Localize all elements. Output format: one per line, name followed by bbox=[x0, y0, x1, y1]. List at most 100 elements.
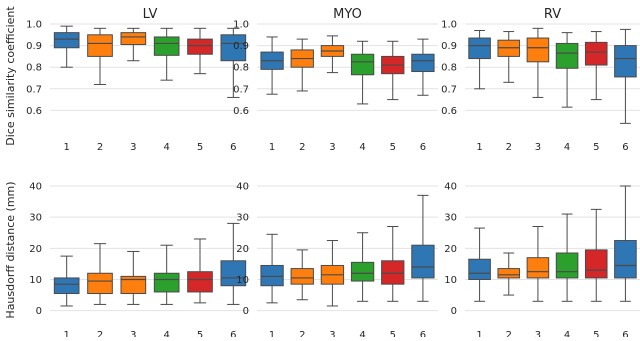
x-tick-label: 5 bbox=[390, 330, 396, 337]
box-6 bbox=[411, 244, 435, 279]
box-3 bbox=[526, 257, 550, 279]
box-4 bbox=[350, 53, 375, 76]
x-tick-label: 1 bbox=[476, 142, 482, 153]
x-tick-label: 1 bbox=[269, 330, 275, 337]
box-4 bbox=[153, 36, 180, 56]
panel-title: MYO bbox=[333, 7, 362, 22]
x-tick-label: 6 bbox=[420, 142, 426, 153]
x-tick-label: 3 bbox=[535, 142, 541, 153]
box-2 bbox=[290, 268, 314, 285]
box-6 bbox=[411, 53, 435, 73]
box-3 bbox=[120, 32, 147, 46]
y-tick-label: 0.8 bbox=[26, 63, 42, 74]
x-tick-label: 4 bbox=[359, 142, 365, 153]
x-tick-label: 1 bbox=[269, 142, 275, 153]
x-tick-label: 4 bbox=[564, 330, 570, 337]
x-tick-label: 6 bbox=[230, 142, 236, 153]
x-tick-label: 2 bbox=[506, 142, 512, 153]
box-2 bbox=[497, 268, 521, 279]
box-4 bbox=[153, 272, 180, 293]
y-tick-label: 40 bbox=[236, 182, 249, 193]
x-tick-label: 4 bbox=[359, 330, 365, 337]
y-tick-label: 40 bbox=[29, 182, 42, 193]
x-tick-label: 6 bbox=[230, 330, 236, 337]
box-6 bbox=[614, 240, 637, 279]
y-tick-label: 1.0 bbox=[26, 20, 42, 31]
y-tick-label: 0.6 bbox=[26, 106, 42, 117]
x-tick-label: 2 bbox=[97, 142, 103, 153]
box-5 bbox=[187, 271, 213, 293]
x-tick-label: 5 bbox=[390, 142, 396, 153]
box-4 bbox=[350, 261, 375, 282]
x-tick-label: 1 bbox=[476, 330, 482, 337]
y-tick-label: 10 bbox=[236, 275, 249, 286]
y-tick-label: 30 bbox=[236, 213, 249, 224]
x-tick-label: 6 bbox=[622, 330, 628, 337]
y-tick-label: 1.0 bbox=[441, 20, 457, 31]
y-tick-label: 0.9 bbox=[441, 41, 457, 52]
y-tick-label: 0.9 bbox=[233, 41, 249, 52]
y-tick-label: 0.6 bbox=[233, 106, 249, 117]
x-tick-label: 6 bbox=[420, 330, 426, 337]
x-tick-label: 4 bbox=[163, 330, 169, 337]
box-4 bbox=[555, 42, 579, 69]
box-6 bbox=[614, 45, 637, 78]
y-tick-label: 20 bbox=[444, 244, 457, 255]
box-1 bbox=[260, 264, 284, 287]
box-4 bbox=[555, 252, 579, 279]
y-tick-label: 0.6 bbox=[441, 106, 457, 117]
x-tick-label: 1 bbox=[63, 142, 69, 153]
x-tick-label: 2 bbox=[299, 330, 305, 337]
y-tick-label: 20 bbox=[29, 244, 42, 255]
x-tick-label: 4 bbox=[163, 142, 169, 153]
x-tick-label: 5 bbox=[593, 330, 599, 337]
y-tick-label: 0.7 bbox=[441, 84, 457, 95]
y-tick-label: 0.8 bbox=[441, 63, 457, 74]
x-tick-label: 6 bbox=[622, 142, 628, 153]
box-2 bbox=[87, 272, 113, 295]
box-6 bbox=[220, 260, 247, 287]
box-1 bbox=[468, 258, 491, 280]
x-tick-label: 1 bbox=[63, 330, 69, 337]
y-tick-label: 0.7 bbox=[233, 84, 249, 95]
y-axis-label: Hausdorff distance (mm) bbox=[4, 181, 17, 318]
x-tick-label: 3 bbox=[535, 330, 541, 337]
y-tick-label: 0 bbox=[243, 306, 249, 317]
y-tick-label: 0 bbox=[36, 306, 42, 317]
x-tick-label: 3 bbox=[329, 330, 335, 337]
y-tick-label: 30 bbox=[29, 213, 42, 224]
box-5 bbox=[381, 260, 405, 285]
x-tick-label: 5 bbox=[197, 142, 203, 153]
x-tick-label: 3 bbox=[130, 330, 136, 337]
y-tick-label: 0.9 bbox=[26, 41, 42, 52]
x-tick-label: 2 bbox=[299, 142, 305, 153]
box-3 bbox=[526, 37, 550, 63]
x-tick-label: 3 bbox=[130, 142, 136, 153]
y-tick-label: 20 bbox=[236, 244, 249, 255]
panel-title: RV bbox=[544, 7, 561, 22]
x-tick-label: 5 bbox=[593, 142, 599, 153]
y-axis-label: Dice similarity coefficient bbox=[4, 6, 17, 146]
y-tick-label: 0 bbox=[451, 306, 457, 317]
y-tick-label: 0.7 bbox=[26, 84, 42, 95]
x-tick-label: 4 bbox=[564, 142, 570, 153]
box-1 bbox=[53, 32, 80, 49]
y-tick-label: 0.8 bbox=[233, 63, 249, 74]
box-3 bbox=[120, 275, 147, 295]
y-tick-label: 40 bbox=[444, 182, 457, 193]
box-2 bbox=[87, 34, 113, 57]
y-tick-label: 10 bbox=[444, 275, 457, 286]
y-tick-label: 1.0 bbox=[233, 20, 249, 31]
y-tick-label: 30 bbox=[444, 213, 457, 224]
box-5 bbox=[187, 38, 213, 55]
x-tick-label: 5 bbox=[197, 330, 203, 337]
y-tick-label: 10 bbox=[29, 275, 42, 286]
x-tick-label: 2 bbox=[506, 330, 512, 337]
box-1 bbox=[53, 277, 80, 295]
panel-title: LV bbox=[143, 7, 158, 22]
box-5 bbox=[584, 41, 608, 66]
box-6 bbox=[220, 34, 247, 62]
box-1 bbox=[468, 37, 491, 60]
